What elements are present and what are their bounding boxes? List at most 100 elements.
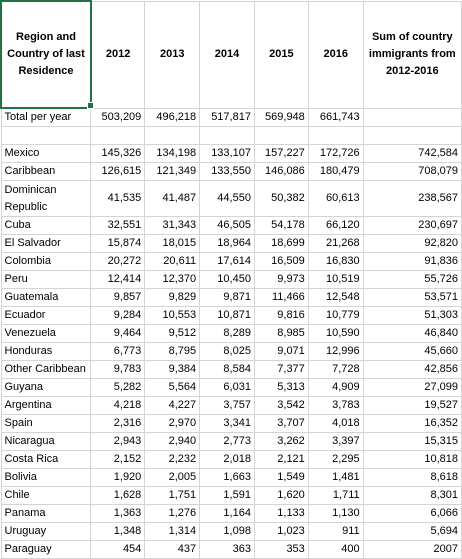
- country-name-cell[interactable]: Guyana: [0, 378, 92, 397]
- year-value-cell[interactable]: 2,316: [90, 414, 146, 433]
- country-sum-cell[interactable]: 8,301: [362, 486, 462, 505]
- year-value-cell[interactable]: 50,382: [253, 180, 309, 217]
- year-value-cell[interactable]: 31,343: [144, 216, 201, 235]
- year-value-cell[interactable]: 353: [253, 540, 309, 559]
- year-value-cell[interactable]: 9,384: [144, 360, 201, 379]
- year-value-cell[interactable]: 157,227: [253, 144, 309, 163]
- empty-cell[interactable]: [253, 126, 309, 145]
- year-value-cell[interactable]: 12,548: [307, 288, 364, 307]
- country-name-cell[interactable]: Panama: [0, 504, 92, 523]
- year-value-cell[interactable]: 1,130: [307, 504, 364, 523]
- country-name-cell[interactable]: Mexico: [0, 144, 92, 163]
- year-value-cell[interactable]: 18,964: [199, 234, 255, 253]
- total-label-cell[interactable]: Total per year: [0, 107, 92, 127]
- year-value-cell[interactable]: 1,711: [307, 486, 364, 505]
- year-value-cell[interactable]: 2,005: [144, 468, 201, 487]
- country-sum-cell[interactable]: 51,303: [362, 306, 462, 325]
- year-value-cell[interactable]: 7,728: [307, 360, 364, 379]
- country-sum-cell[interactable]: 91,836: [362, 252, 462, 271]
- country-name-cell[interactable]: Chile: [0, 486, 92, 505]
- header-year-cell[interactable]: 2012: [90, 0, 146, 109]
- country-sum-cell[interactable]: 6,066: [362, 504, 462, 523]
- header-sum-cell[interactable]: Sum of country immigrants from 2012-2016: [362, 0, 462, 109]
- year-value-cell[interactable]: 9,973: [253, 270, 309, 289]
- year-value-cell[interactable]: 20,272: [90, 252, 146, 271]
- year-value-cell[interactable]: 5,282: [90, 378, 146, 397]
- year-value-cell[interactable]: 10,519: [307, 270, 364, 289]
- header-region-cell[interactable]: Region and Country of last Residence: [0, 0, 92, 109]
- year-value-cell[interactable]: 17,614: [199, 252, 255, 271]
- year-value-cell[interactable]: 3,262: [253, 432, 309, 451]
- year-value-cell[interactable]: 437: [144, 540, 201, 559]
- year-value-cell[interactable]: 3,757: [199, 396, 255, 415]
- year-value-cell[interactable]: 54,178: [253, 216, 309, 235]
- country-name-cell[interactable]: Venezuela: [0, 324, 92, 343]
- year-value-cell[interactable]: 9,512: [144, 324, 201, 343]
- header-year-cell[interactable]: 2016: [307, 0, 364, 109]
- year-value-cell[interactable]: 9,816: [253, 306, 309, 325]
- country-sum-cell[interactable]: 92,820: [362, 234, 462, 253]
- year-value-cell[interactable]: 3,707: [253, 414, 309, 433]
- year-value-cell[interactable]: 1,663: [199, 468, 255, 487]
- year-value-cell[interactable]: 9,464: [90, 324, 146, 343]
- year-value-cell[interactable]: 21,268: [307, 234, 364, 253]
- year-value-cell[interactable]: 18,699: [253, 234, 309, 253]
- year-value-cell[interactable]: 911: [307, 522, 364, 541]
- year-value-cell[interactable]: 1,023: [253, 522, 309, 541]
- year-value-cell[interactable]: 1,348: [90, 522, 146, 541]
- year-value-cell[interactable]: 10,590: [307, 324, 364, 343]
- year-value-cell[interactable]: 12,414: [90, 270, 146, 289]
- year-value-cell[interactable]: 8,795: [144, 342, 201, 361]
- year-value-cell[interactable]: 8,985: [253, 324, 309, 343]
- country-name-cell[interactable]: Honduras: [0, 342, 92, 361]
- year-value-cell[interactable]: 60,613: [307, 180, 364, 217]
- year-value-cell[interactable]: 2,152: [90, 450, 146, 469]
- year-value-cell[interactable]: 9,071: [253, 342, 309, 361]
- country-sum-cell[interactable]: 238,567: [362, 180, 462, 217]
- total-sum-cell[interactable]: [362, 107, 462, 127]
- country-name-cell[interactable]: Costa Rica: [0, 450, 92, 469]
- country-sum-cell[interactable]: 5,694: [362, 522, 462, 541]
- year-value-cell[interactable]: 172,726: [307, 144, 364, 163]
- year-value-cell[interactable]: 363: [199, 540, 255, 559]
- year-value-cell[interactable]: 3,341: [199, 414, 255, 433]
- year-value-cell[interactable]: 11,466: [253, 288, 309, 307]
- year-value-cell[interactable]: 44,550: [199, 180, 255, 217]
- year-value-cell[interactable]: 1,098: [199, 522, 255, 541]
- year-value-cell[interactable]: 1,481: [307, 468, 364, 487]
- header-year-cell[interactable]: 2014: [199, 0, 255, 109]
- year-value-cell[interactable]: 1,591: [199, 486, 255, 505]
- year-value-cell[interactable]: 400: [307, 540, 364, 559]
- year-value-cell[interactable]: 9,783: [90, 360, 146, 379]
- year-value-cell[interactable]: 2,018: [199, 450, 255, 469]
- year-value-cell[interactable]: 2,295: [307, 450, 364, 469]
- country-name-cell[interactable]: Cuba: [0, 216, 92, 235]
- year-value-cell[interactable]: 10,779: [307, 306, 364, 325]
- country-sum-cell[interactable]: 16,352: [362, 414, 462, 433]
- year-value-cell[interactable]: 145,326: [90, 144, 146, 163]
- country-sum-cell[interactable]: 230,697: [362, 216, 462, 235]
- country-sum-cell[interactable]: 742,584: [362, 144, 462, 163]
- country-sum-cell[interactable]: 8,618: [362, 468, 462, 487]
- country-sum-cell[interactable]: 42,856: [362, 360, 462, 379]
- header-year-cell[interactable]: 2015: [253, 0, 309, 109]
- empty-cell[interactable]: [362, 126, 462, 145]
- country-sum-cell[interactable]: 55,726: [362, 270, 462, 289]
- year-value-cell[interactable]: 4,218: [90, 396, 146, 415]
- country-name-cell[interactable]: Uruguay: [0, 522, 92, 541]
- total-value-cell[interactable]: 503,209: [90, 107, 146, 127]
- year-value-cell[interactable]: 20,611: [144, 252, 201, 271]
- country-sum-cell[interactable]: 15,315: [362, 432, 462, 451]
- country-name-cell[interactable]: Guatemala: [0, 288, 92, 307]
- year-value-cell[interactable]: 1,363: [90, 504, 146, 523]
- country-name-cell[interactable]: Ecuador: [0, 306, 92, 325]
- year-value-cell[interactable]: 1,920: [90, 468, 146, 487]
- year-value-cell[interactable]: 9,857: [90, 288, 146, 307]
- year-value-cell[interactable]: 121,349: [144, 162, 201, 181]
- year-value-cell[interactable]: 9,284: [90, 306, 146, 325]
- total-value-cell[interactable]: 661,743: [307, 107, 364, 127]
- year-value-cell[interactable]: 134,198: [144, 144, 201, 163]
- total-value-cell[interactable]: 517,817: [199, 107, 255, 127]
- year-value-cell[interactable]: 46,505: [199, 216, 255, 235]
- empty-cell[interactable]: [144, 126, 201, 145]
